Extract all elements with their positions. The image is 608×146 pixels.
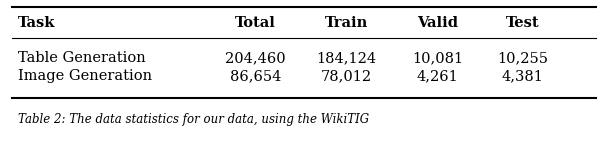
Text: Valid: Valid — [417, 16, 458, 30]
Text: 10,081: 10,081 — [412, 51, 463, 65]
Text: Table Generation: Table Generation — [18, 51, 146, 65]
Text: Total: Total — [235, 16, 276, 30]
Text: 204,460: 204,460 — [225, 51, 286, 65]
Text: 86,654: 86,654 — [230, 69, 281, 83]
Text: Table 2: The data statistics for our data, using the WikiTIG: Table 2: The data statistics for our dat… — [18, 113, 370, 126]
Text: 78,012: 78,012 — [321, 69, 372, 83]
Text: Task: Task — [18, 16, 55, 30]
Text: 4,381: 4,381 — [502, 69, 544, 83]
Text: 10,255: 10,255 — [497, 51, 548, 65]
Text: Test: Test — [506, 16, 540, 30]
Text: 4,261: 4,261 — [417, 69, 458, 83]
Text: Train: Train — [325, 16, 368, 30]
Text: 184,124: 184,124 — [317, 51, 376, 65]
Text: Image Generation: Image Generation — [18, 69, 153, 83]
